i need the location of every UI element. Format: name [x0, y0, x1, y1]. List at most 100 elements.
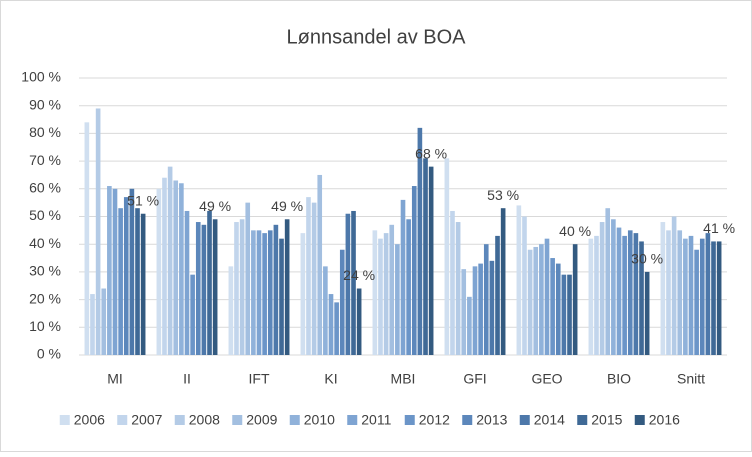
x-tick-label: II	[183, 371, 191, 387]
data-label: 30 %	[631, 251, 663, 267]
bar	[195, 222, 201, 355]
bar	[251, 230, 256, 355]
bar	[705, 233, 711, 355]
legend-swatch	[347, 415, 358, 425]
bar	[599, 222, 605, 355]
data-label: 40 %	[559, 223, 591, 239]
bar	[207, 210, 212, 355]
bar	[273, 224, 279, 355]
bar	[489, 260, 495, 355]
bar	[444, 158, 450, 355]
y-tick-label: 20 %	[29, 290, 61, 306]
bar	[406, 219, 411, 355]
y-tick-label: 50 %	[29, 207, 61, 223]
bar	[383, 233, 389, 355]
legend-swatch	[519, 415, 530, 425]
bar	[522, 216, 527, 355]
bar	[201, 224, 207, 355]
bar	[351, 210, 356, 355]
legend-swatch	[232, 415, 243, 425]
x-tick-label: KI	[324, 371, 337, 387]
y-tick-label: 30 %	[29, 263, 61, 279]
bar	[417, 127, 423, 355]
bar	[455, 222, 461, 355]
bar	[378, 238, 383, 355]
bar	[711, 241, 716, 355]
y-tick-label: 40 %	[29, 235, 61, 251]
legend-label: 2007	[131, 412, 162, 428]
y-tick-label: 90 %	[29, 96, 61, 112]
bar	[516, 205, 522, 355]
bar	[561, 274, 567, 355]
legend-swatch	[174, 415, 185, 425]
bar	[267, 230, 273, 355]
x-tick-label: MBI	[391, 371, 416, 387]
bar	[588, 238, 594, 355]
bar	[317, 174, 323, 355]
bar	[284, 219, 290, 355]
legend-label: 2012	[419, 412, 450, 428]
bar	[345, 213, 351, 355]
bar	[411, 186, 417, 355]
bar	[616, 227, 622, 355]
y-tick-label: 0 %	[37, 346, 61, 362]
bar	[671, 216, 677, 355]
chart-title: Lønnsandel av BOA	[287, 26, 467, 48]
bar	[555, 263, 561, 355]
bar	[140, 213, 146, 355]
legend-swatch	[462, 415, 473, 425]
bar	[688, 235, 694, 355]
legend-swatch	[577, 415, 588, 425]
x-tick-label: GFI	[463, 371, 486, 387]
data-label: 68 %	[415, 145, 447, 161]
bar	[167, 166, 173, 355]
bar	[311, 202, 317, 355]
bar	[129, 188, 135, 355]
bar	[572, 244, 578, 355]
bar	[423, 158, 428, 355]
legend-label: 2015	[591, 412, 622, 428]
legend-label: 2013	[476, 412, 507, 428]
bar	[228, 266, 234, 355]
bar	[156, 188, 162, 355]
bar	[190, 274, 195, 355]
bar	[323, 266, 328, 355]
bar	[245, 202, 251, 355]
x-tick-label: BIO	[607, 371, 631, 387]
data-label: 24 %	[343, 267, 375, 283]
legend-label: 2016	[649, 412, 680, 428]
bar	[683, 238, 688, 355]
bar	[495, 235, 500, 355]
bar	[666, 230, 671, 355]
legend-label: 2010	[304, 412, 335, 428]
bar	[179, 183, 184, 355]
bar	[467, 296, 472, 355]
legend-swatch	[117, 415, 128, 425]
legend-swatch	[634, 415, 645, 425]
bar	[112, 188, 118, 355]
y-tick-label: 10 %	[29, 318, 61, 334]
bar	[450, 210, 455, 355]
bar	[550, 258, 555, 355]
x-tick-label: IFT	[249, 371, 270, 387]
bar	[395, 244, 400, 355]
bar	[118, 208, 123, 355]
y-tick-label: 100 %	[21, 69, 61, 85]
bar	[279, 238, 284, 355]
y-tick-label: 70 %	[29, 152, 61, 168]
bar	[605, 208, 611, 355]
bar	[262, 233, 267, 355]
bar	[372, 230, 378, 355]
legend-label: 2009	[246, 412, 277, 428]
bar	[306, 197, 311, 355]
bar	[716, 241, 722, 355]
data-label: 53 %	[487, 187, 519, 203]
legend-label: 2006	[74, 412, 105, 428]
data-label: 51 %	[127, 192, 159, 208]
legend-swatch	[59, 415, 70, 425]
bar	[644, 271, 650, 355]
bar	[356, 288, 362, 355]
legend-swatch	[404, 415, 415, 425]
bar	[256, 230, 262, 355]
bar	[173, 180, 179, 355]
